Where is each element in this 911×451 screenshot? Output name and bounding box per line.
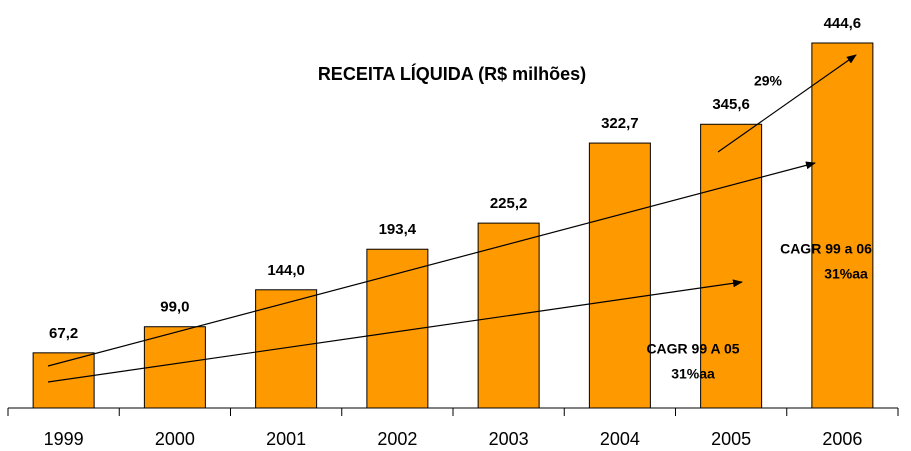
x-tick-label: 2003 bbox=[489, 429, 529, 449]
value-label: 444,6 bbox=[824, 15, 862, 32]
value-label: 193,4 bbox=[379, 221, 417, 238]
bar bbox=[32, 352, 95, 409]
x-tick-label: 2000 bbox=[155, 429, 195, 449]
chart-title: RECEITA LÍQUIDA (R$ milhões) bbox=[318, 63, 586, 84]
bar bbox=[588, 142, 651, 409]
x-tick-label: 1999 bbox=[44, 429, 84, 449]
bar bbox=[255, 289, 318, 409]
value-label: 67,2 bbox=[49, 325, 78, 342]
value-label: 225,2 bbox=[490, 195, 528, 212]
bar bbox=[143, 326, 206, 409]
x-tick-label: 2002 bbox=[377, 429, 417, 449]
value-label: 144,0 bbox=[267, 262, 305, 279]
x-tick-label: 2004 bbox=[600, 429, 640, 449]
arrow bbox=[717, 54, 857, 153]
bar bbox=[700, 123, 763, 409]
annotation: CAGR 99 a 06 bbox=[780, 241, 872, 257]
bar bbox=[811, 42, 874, 409]
value-label: 99,0 bbox=[160, 299, 189, 316]
arrow bbox=[47, 161, 816, 367]
value-label: 345,6 bbox=[712, 96, 750, 113]
annotation: CAGR 99 A 05 bbox=[646, 341, 739, 357]
arrow bbox=[47, 279, 743, 383]
annotation: 31%aa bbox=[824, 266, 868, 282]
annotation: 31%aa bbox=[671, 366, 715, 382]
x-tick-label: 2006 bbox=[822, 429, 862, 449]
x-tick-label: 2005 bbox=[711, 429, 751, 449]
x-tick-label: 2001 bbox=[266, 429, 306, 449]
annotation: 29% bbox=[754, 73, 783, 89]
value-label: 322,7 bbox=[601, 115, 639, 132]
